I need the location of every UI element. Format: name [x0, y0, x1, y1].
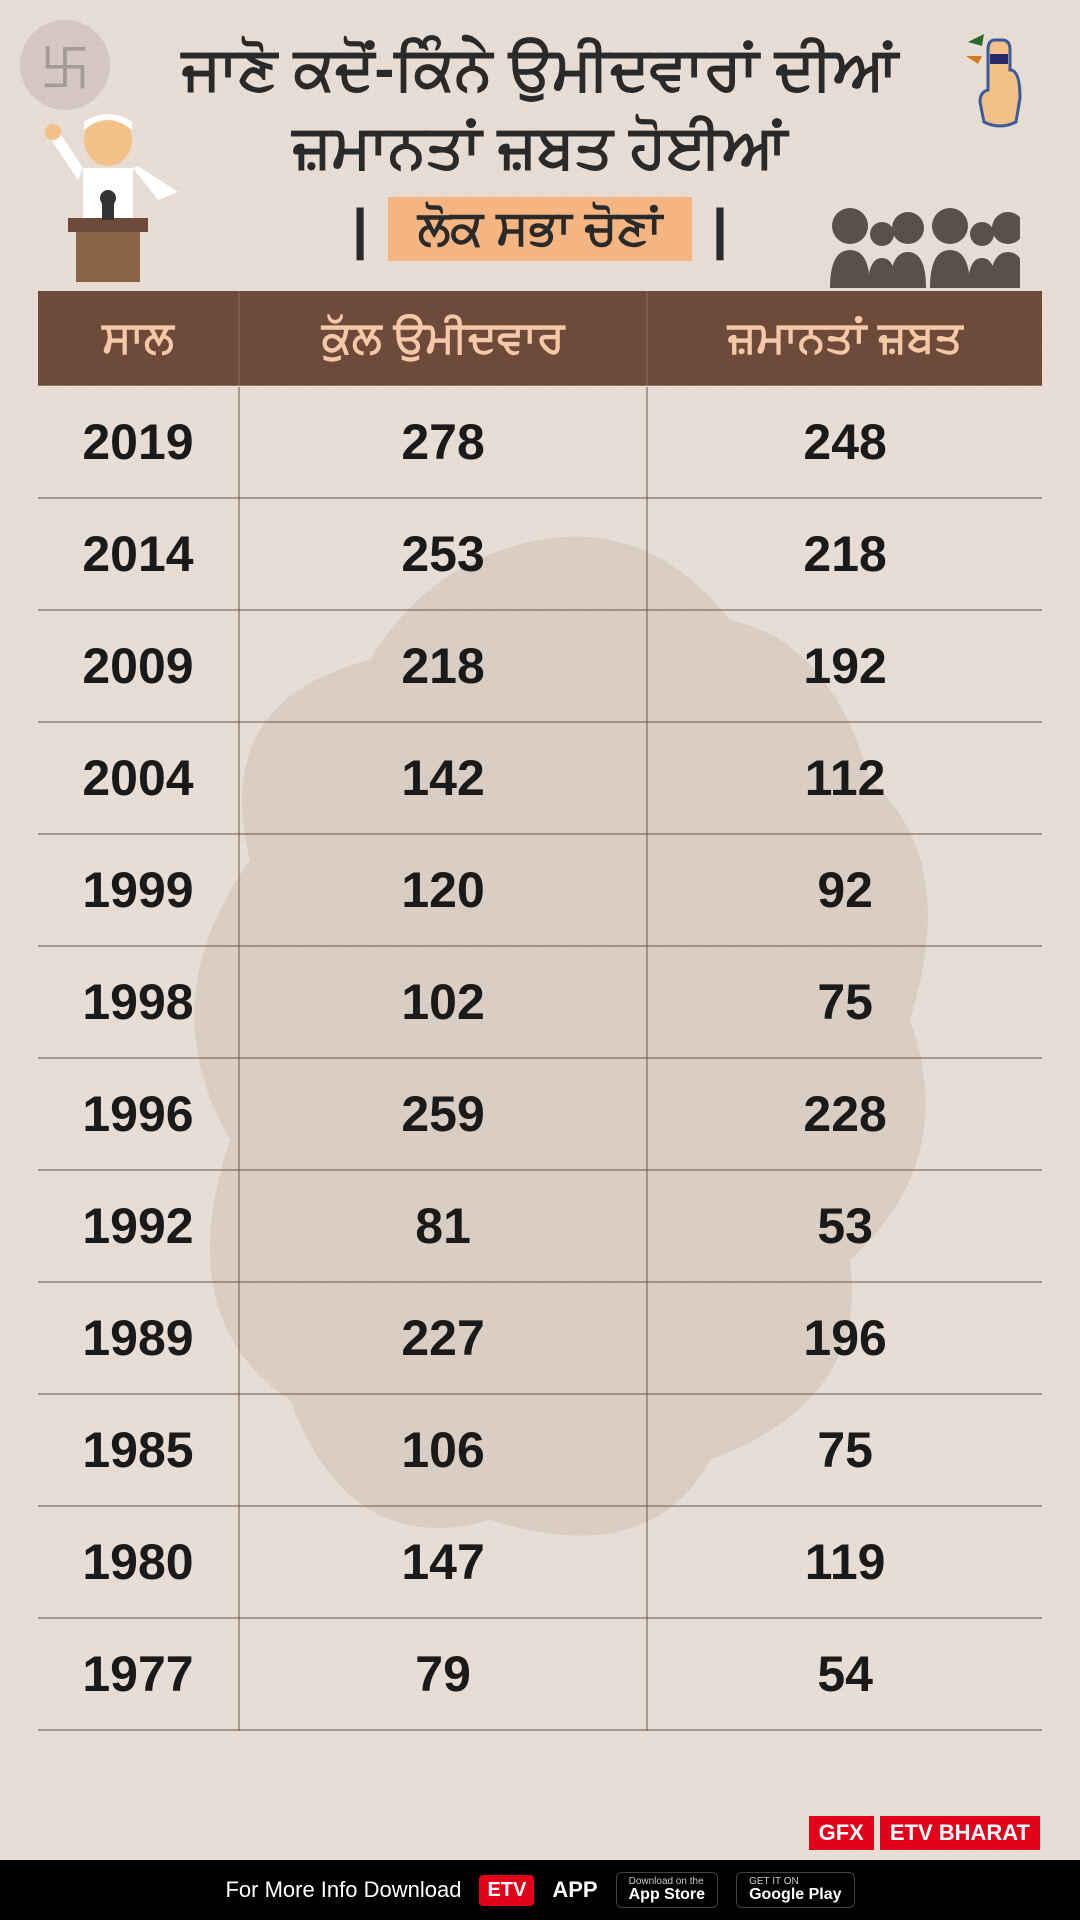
footer-text: For More Info Download	[225, 1877, 461, 1903]
table-cell: 1996	[38, 1058, 239, 1170]
table-cell: 106	[239, 1394, 647, 1506]
table-cell: 1998	[38, 946, 239, 1058]
table-cell: 218	[647, 498, 1042, 610]
app-label: APP	[552, 1877, 597, 1903]
table-cell: 54	[647, 1618, 1042, 1730]
column-header: ਕੁੱਲ ਉਮੀਦਵਾਰ	[239, 291, 647, 386]
table-cell: 1989	[38, 1282, 239, 1394]
table-cell: 120	[239, 834, 647, 946]
table-cell: 2004	[38, 722, 239, 834]
gfx-brand-row: GFX ETV BHARAT	[809, 1816, 1040, 1850]
table-row: 2009218192	[38, 610, 1042, 722]
table-cell: 79	[239, 1618, 647, 1730]
table-row: 199810275	[38, 946, 1042, 1058]
table-cell: 53	[647, 1170, 1042, 1282]
table-cell: 142	[239, 722, 647, 834]
table-row: 1996259228	[38, 1058, 1042, 1170]
etv-bharat-badge: ETV BHARAT	[880, 1816, 1040, 1850]
table-row: 199912092	[38, 834, 1042, 946]
table-cell: 196	[647, 1282, 1042, 1394]
table-cell: 75	[647, 1394, 1042, 1506]
column-header: ਸਾਲ	[38, 291, 239, 386]
table-row: 1980147119	[38, 1506, 1042, 1618]
etv-logo-icon: ETV	[479, 1875, 534, 1906]
footer-bar: For More Info Download ETV APP Download …	[0, 1860, 1080, 1920]
table-cell: 112	[647, 722, 1042, 834]
table-cell: 2009	[38, 610, 239, 722]
table-cell: 278	[239, 386, 647, 498]
table-cell: 92	[647, 834, 1042, 946]
data-table-container: ਸਾਲਕੁੱਲ ਉਮੀਦਵਾਰਜ਼ਮਾਨਤਾਂ ਜ਼ਬਤ 20192782482…	[38, 291, 1042, 1731]
table-row: 1989227196	[38, 1282, 1042, 1394]
play-label: Google Play	[749, 1887, 841, 1903]
table-cell: 253	[239, 498, 647, 610]
election-data-table: ਸਾਲਕੁੱਲ ਉਮੀਦਵਾਰਜ਼ਮਾਨਤਾਂ ਜ਼ਬਤ 20192782482…	[38, 291, 1042, 1731]
app-store-badge[interactable]: Download on the App Store	[616, 1872, 718, 1908]
table-cell: 192	[647, 610, 1042, 722]
table-cell: 218	[239, 610, 647, 722]
table-cell: 259	[239, 1058, 647, 1170]
title-line-1: ਜਾਣੋ ਕਦੋਂ-ਕਿੰਨੇ ਉਮੀਦਵਾਰਾਂ ਦੀਆਂ	[182, 35, 899, 102]
table-row: 198510675	[38, 1394, 1042, 1506]
header: ਜਾਣੋ ਕਦੋਂ-ਕਿੰਨੇ ਉਮੀਦਵਾਰਾਂ ਦੀਆਂ ਜ਼ਮਾਨਤਾਂ …	[0, 0, 1080, 271]
main-title: ਜਾਣੋ ਕਦੋਂ-ਕਿੰਨੇ ਉਮੀਦਵਾਰਾਂ ਦੀਆਂ ਜ਼ਮਾਨਤਾਂ …	[40, 30, 1040, 186]
table-cell: 248	[647, 386, 1042, 498]
table-cell: 1999	[38, 834, 239, 946]
table-cell: 1980	[38, 1506, 239, 1618]
table-cell: 1977	[38, 1618, 239, 1730]
title-line-2: ਜ਼ਮਾਨਤਾਂ ਜ਼ਬਤ ਹੋਈਆਂ	[293, 113, 788, 180]
table-cell: 75	[647, 946, 1042, 1058]
appstore-label: App Store	[629, 1887, 705, 1903]
column-header: ਜ਼ਮਾਨਤਾਂ ਜ਼ਬਤ	[647, 291, 1042, 386]
table-row: 2004142112	[38, 722, 1042, 834]
table-cell: 228	[647, 1058, 1042, 1170]
subtitle-row: | ਲੋਕ ਸਭਾ ਚੋਣਾਂ |	[40, 196, 1040, 261]
table-row: 2014253218	[38, 498, 1042, 610]
table-cell: 119	[647, 1506, 1042, 1618]
table-cell: 1992	[38, 1170, 239, 1282]
gfx-badge: GFX	[809, 1816, 874, 1850]
table-row: 19777954	[38, 1618, 1042, 1730]
google-play-badge[interactable]: GET IT ON Google Play	[736, 1872, 854, 1908]
divider-left: |	[352, 196, 368, 261]
table-cell: 147	[239, 1506, 647, 1618]
table-row: 19928153	[38, 1170, 1042, 1282]
table-cell: 227	[239, 1282, 647, 1394]
table-cell: 81	[239, 1170, 647, 1282]
subtitle-badge: ਲੋਕ ਸਭਾ ਚੋਣਾਂ	[388, 197, 692, 261]
table-cell: 1985	[38, 1394, 239, 1506]
table-cell: 2019	[38, 386, 239, 498]
table-cell: 2014	[38, 498, 239, 610]
divider-right: |	[712, 196, 728, 261]
table-cell: 102	[239, 946, 647, 1058]
table-row: 2019278248	[38, 386, 1042, 498]
